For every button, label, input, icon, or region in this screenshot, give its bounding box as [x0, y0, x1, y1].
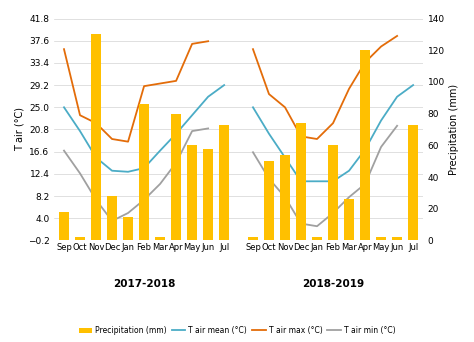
- Bar: [75, 237, 85, 240]
- Bar: [264, 161, 274, 240]
- Bar: [187, 145, 197, 240]
- Bar: [107, 196, 117, 240]
- Bar: [219, 125, 229, 240]
- Bar: [296, 123, 306, 240]
- Bar: [91, 34, 101, 240]
- Bar: [171, 114, 181, 240]
- Y-axis label: Precipitation (mm): Precipitation (mm): [449, 84, 459, 175]
- Bar: [312, 237, 322, 240]
- Y-axis label: T air (°C): T air (°C): [15, 107, 25, 152]
- Bar: [59, 212, 69, 240]
- Bar: [344, 199, 354, 240]
- Bar: [280, 155, 290, 240]
- Bar: [360, 50, 370, 240]
- Bar: [328, 145, 338, 240]
- Bar: [203, 148, 213, 240]
- Text: 2018-2019: 2018-2019: [302, 279, 364, 289]
- Bar: [248, 237, 258, 240]
- Bar: [376, 237, 386, 240]
- Bar: [408, 125, 419, 240]
- Bar: [139, 104, 149, 240]
- Bar: [155, 237, 165, 240]
- Bar: [123, 217, 133, 240]
- Legend: Precipitation (mm), T air mean (°C), T air max (°C), T air min (°C): Precipitation (mm), T air mean (°C), T a…: [75, 323, 399, 338]
- Text: 2017-2018: 2017-2018: [113, 279, 175, 289]
- Bar: [392, 237, 402, 240]
